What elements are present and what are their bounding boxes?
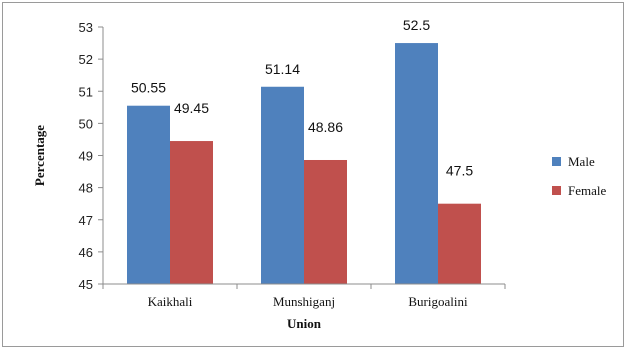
y-tick-label: 48: [79, 181, 93, 196]
data-labels: 50.55 49.45 51.14 48.86 52.5 47.5: [131, 17, 473, 179]
y-tick-label: 52: [79, 52, 93, 67]
bar-female: [438, 203, 481, 284]
bars: [127, 43, 481, 284]
data-label: 49.45: [174, 100, 209, 116]
legend-swatch-female: [552, 186, 561, 195]
y-tick-label: 50: [79, 116, 93, 131]
y-tick-label: 49: [79, 149, 93, 164]
bar-male: [261, 86, 304, 284]
y-tick-label: 45: [79, 277, 93, 292]
data-label: 48.86: [308, 119, 343, 135]
data-label: 51.14: [265, 61, 300, 77]
legend: Male Female: [552, 154, 606, 198]
y-tick-label: 51: [79, 84, 93, 99]
data-label: 50.55: [131, 80, 166, 96]
y-tick-label: 46: [79, 245, 93, 260]
legend-label: Male: [568, 154, 595, 169]
y-axis-title: Percentage: [32, 125, 47, 186]
y-tick-label: 53: [79, 20, 93, 35]
x-tick-label: Kaikhali: [148, 294, 193, 309]
x-axis: Kaikhali Munshiganj Burigoalini: [102, 283, 506, 309]
bar-female: [304, 159, 347, 284]
legend-swatch-male: [552, 157, 561, 166]
x-tick-label: Munshiganj: [273, 294, 335, 309]
data-label: 52.5: [403, 17, 430, 33]
y-axis: 45 46 47 48 49 50 51 52 53: [79, 20, 104, 292]
bar-male: [395, 43, 438, 284]
data-label: 47.5: [446, 163, 473, 179]
legend-label: Female: [568, 183, 606, 198]
y-tick-label: 47: [79, 213, 93, 228]
bar-male: [127, 105, 170, 284]
bar-female: [170, 141, 213, 284]
x-axis-title: Union: [287, 316, 322, 331]
x-tick-label: Burigoalini: [408, 294, 468, 309]
